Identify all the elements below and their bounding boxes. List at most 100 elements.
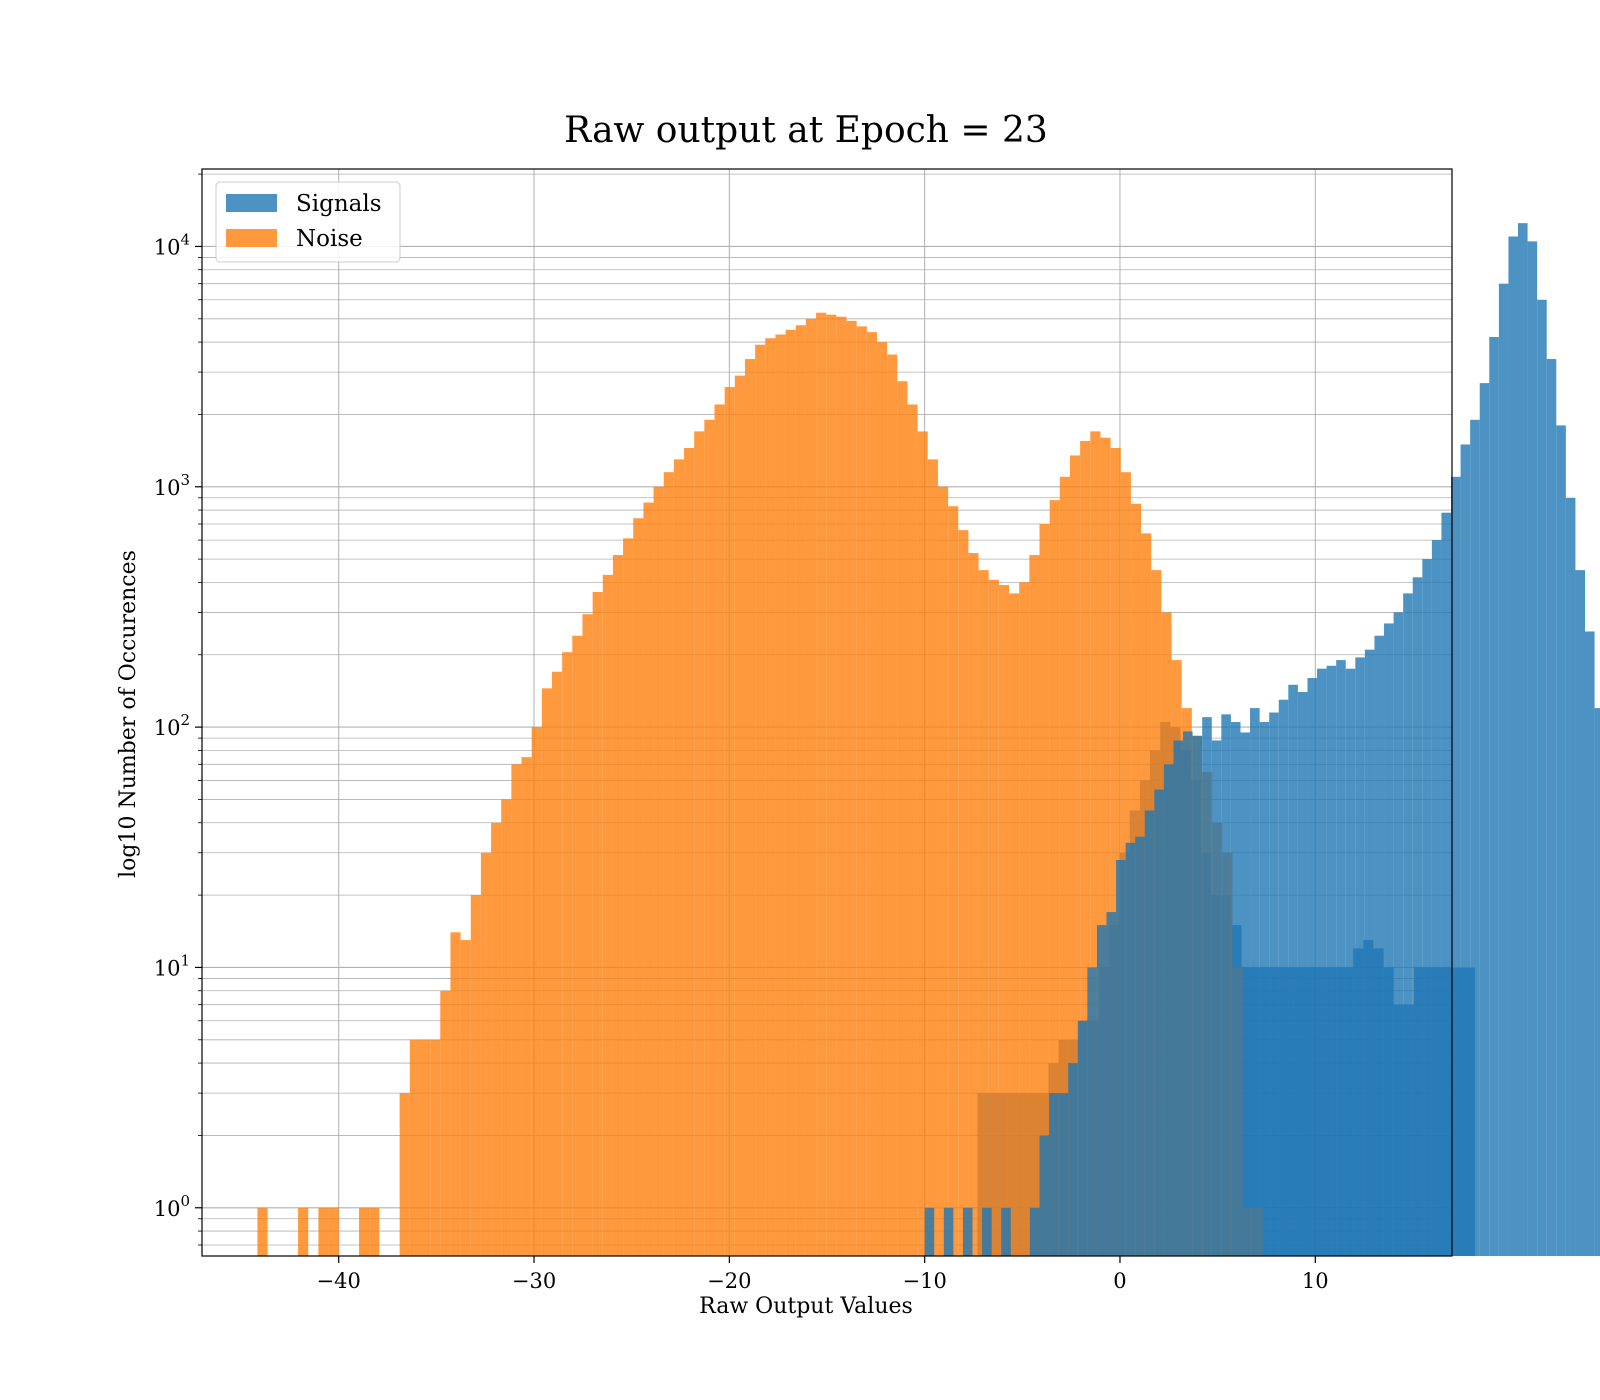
noise-bar [440,990,451,1256]
signals-bar [1049,1093,1059,1256]
signals-bar [1029,1207,1040,1256]
signals-bar [1374,635,1385,1256]
legend-swatch-noise [226,229,277,247]
signals-bar [1594,708,1600,1256]
signals-bar [1240,732,1251,1256]
signals-bar [1135,836,1145,1256]
signals-bar [982,1207,992,1256]
signals-bar [1087,967,1097,1256]
noise-bar [1049,500,1060,1257]
signals-bar [1068,1063,1078,1256]
x-tick-label: −40 [317,1269,361,1293]
noise-bar [1059,476,1070,1256]
noise-bar [887,354,898,1256]
noise-bar [1080,441,1091,1256]
signals-bar [1393,612,1404,1256]
signals-bar [1183,731,1193,1256]
signals-bar [1192,735,1203,1256]
signals-bar [1173,740,1184,1256]
y-tick-label: 104 [154,230,190,259]
x-tick-label: −30 [512,1269,556,1293]
signals-bar [1508,236,1519,1257]
noise-bar [785,329,796,1256]
signals-bar [1211,740,1222,1256]
x-tick-label: 10 [1302,1269,1329,1293]
noise-bar [816,312,827,1256]
signals-bar [1202,717,1212,1256]
noise-bar [298,1207,309,1256]
signals-bar [1546,359,1557,1257]
noise-bar [501,799,512,1256]
noise-bar [856,326,867,1256]
noise-bar [988,579,999,1256]
signals-bar [1307,678,1318,1256]
x-axis-ticks: −40 −30 −20 −10 0 10 [317,1256,1329,1293]
noise-bar [836,316,847,1256]
noise-bar [998,585,1010,1256]
noise-bar [1019,582,1030,1256]
signals-bar [1364,649,1375,1256]
signals-bar [1412,577,1423,1256]
noise-bar [694,431,705,1256]
legend: Signals Noise [215,181,401,263]
signals-bar [1144,810,1155,1256]
noise-bar [937,486,949,1256]
noise-bar [1009,593,1020,1256]
noise-bar [795,325,806,1256]
noise-bar [552,671,563,1256]
signals-bar [1096,925,1107,1256]
signals-bar [962,1207,973,1256]
chart-title: Raw output at Epoch = 23 [564,110,1048,151]
noise-bar [948,506,959,1256]
noise-bar [866,332,877,1256]
noise-bar [846,320,857,1256]
signals-bar [1288,684,1298,1256]
noise-bar [612,555,624,1256]
noise-bar [460,940,471,1256]
x-tick-label: −10 [902,1269,946,1293]
signals-bar [1077,1020,1088,1256]
signals-bar [1278,699,1289,1256]
legend-label-signals: Signals [296,191,382,217]
noise-bar [826,314,837,1256]
signals-bar [1460,444,1471,1257]
noise-bar [724,387,735,1256]
signals-bar [1230,722,1241,1256]
noise-bar [663,472,674,1257]
signals-bar [1058,1093,1069,1256]
y-tick-label: 101 [154,951,190,980]
noise-bar [623,538,634,1256]
legend-label-noise: Noise [296,226,363,252]
noise-bar [430,1039,441,1256]
signals-bar [1336,660,1346,1256]
noise-bar [541,688,552,1256]
legend-swatch-signals [226,194,277,212]
noise-bar [927,459,938,1256]
signals-bar [1355,657,1365,1256]
noise-bar [491,822,502,1256]
signals-bar [1518,223,1528,1256]
noise-bar [1110,447,1121,1256]
signals-bar [1431,540,1442,1256]
signals-bar [1221,714,1231,1256]
signals-bar [1154,789,1164,1256]
noise-bar [399,1093,410,1256]
signals-bar [1125,842,1136,1256]
signals-bar [1001,1207,1011,1256]
signals-bar [1384,623,1394,1256]
noise-bar [450,932,461,1256]
histogram-bars [257,223,1600,1257]
signals-bar [1441,512,1452,1256]
noise-bar [582,614,593,1256]
signals-bar [1537,299,1547,1256]
noise-bar [328,1207,339,1256]
noise-bar [592,591,603,1256]
signals-bar [1039,1135,1050,1256]
signals-bar [1326,665,1337,1256]
signals-bar [943,1207,954,1256]
noise-bar [1069,455,1081,1256]
y-tick-label: 100 [154,1192,190,1221]
noise-bar [877,342,888,1257]
signals-bar [1479,383,1490,1257]
noise-bar [765,338,776,1256]
